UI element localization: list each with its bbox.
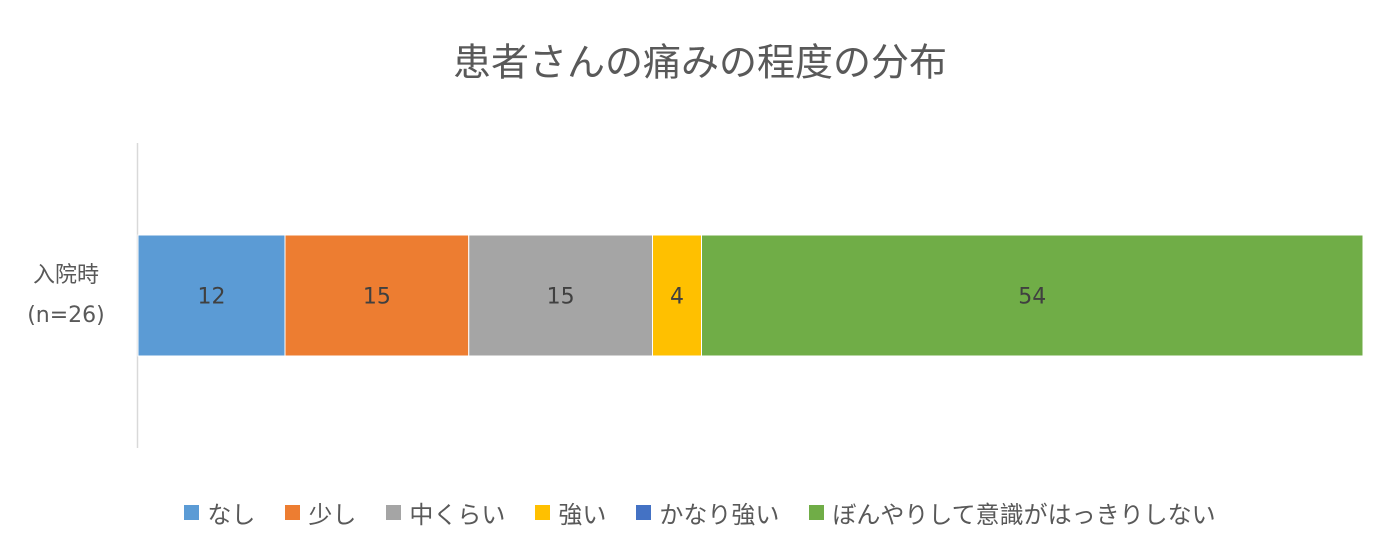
data-label: 12: [198, 285, 226, 310]
legend-swatch: [184, 504, 200, 520]
legend-swatch: [535, 504, 551, 520]
y-tick-label: 入院時 (n=26): [27, 262, 105, 328]
legend-swatch: [809, 504, 825, 520]
legend-swatch: [285, 504, 301, 520]
bar-segment: [284, 234, 470, 357]
legend-item: 少し: [285, 495, 356, 530]
legend-item: かなり強い: [636, 495, 779, 530]
legend-label: かなり強い: [659, 500, 780, 529]
legend-item: 中くらい: [386, 495, 505, 530]
legend-swatch: [636, 504, 652, 520]
legend-item: 強い: [535, 495, 606, 530]
legend: なし 少し 中くらい 強い かなり強い ぼんやりして意識がはっきりしない: [0, 494, 1400, 530]
bar-segment: [137, 234, 286, 357]
legend-label: 中くらい: [409, 500, 506, 529]
data-label: 4: [670, 285, 684, 310]
legend-label: なし: [207, 500, 256, 529]
chart-title: 患者さんの痛みの程度の分布: [453, 41, 947, 85]
legend-label: 強い: [558, 500, 607, 529]
legend-swatch: [386, 504, 402, 520]
data-label: 15: [363, 285, 391, 310]
legend-label: ぼんやりして意識がはっきりしない: [832, 500, 1216, 529]
bar-segment: [701, 234, 1364, 357]
data-label: 15: [547, 285, 575, 310]
legend-item: なし: [184, 495, 255, 530]
data-label: 54: [1018, 285, 1046, 310]
legend-label: 少し: [308, 500, 357, 529]
bar-segment: [468, 234, 653, 357]
legend-item: ぼんやりして意識がはっきりしない: [809, 495, 1216, 530]
